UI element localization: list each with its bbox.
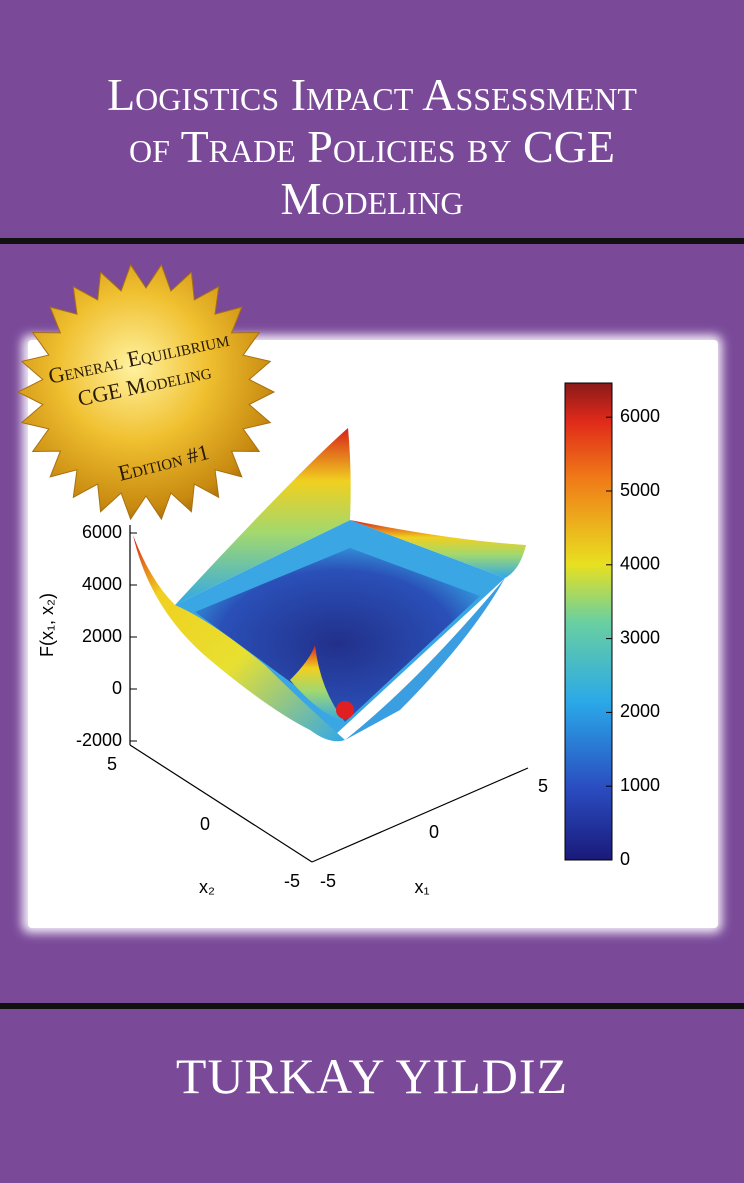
author: TURKAY YILDIZ — [176, 1048, 568, 1104]
z-axis-label: F(x₁, x₂) — [37, 593, 57, 657]
badge-seal — [16, 263, 276, 521]
axis-line — [129, 744, 313, 863]
x1-axis-label: x₁ — [414, 877, 429, 897]
title-line: Modeling — [280, 173, 463, 224]
badge: General Equilibrium CGE Modeling Edition… — [16, 263, 276, 521]
colorbar-tick-label: 1000 — [620, 775, 660, 795]
title-line: Logistics Impact Assessment — [107, 69, 637, 120]
surface-edge — [350, 520, 526, 578]
surface-edge — [175, 428, 351, 605]
colorbar-tick-label: 2000 — [620, 701, 660, 721]
z-tick-label: 6000 — [82, 522, 122, 542]
colorbar-tick-label: 4000 — [620, 554, 660, 574]
z-tick-label: -2000 — [76, 730, 122, 750]
colorbar — [564, 382, 613, 861]
surface-basin — [195, 548, 480, 722]
divider — [0, 238, 744, 244]
z-tick-label: 0 — [112, 678, 122, 698]
z-tick-label: 4000 — [82, 574, 122, 594]
z-tick-label: 2000 — [82, 626, 122, 646]
axis-line — [311, 767, 529, 863]
title-line: of Trade Policies by CGE — [129, 121, 615, 172]
colorbar-tick-label: 0 — [620, 849, 630, 869]
x1-tick-label: -5 — [320, 871, 336, 891]
x1-tick-label: 5 — [538, 776, 548, 796]
x1-tick-label: 0 — [429, 822, 439, 842]
x2-tick-label: 5 — [107, 754, 117, 774]
minimum-point — [336, 701, 354, 719]
x2-tick-label: -5 — [284, 871, 300, 891]
colorbar-tick-label: 5000 — [620, 480, 660, 500]
colorbar-tick-label: 6000 — [620, 406, 660, 426]
divider — [0, 1003, 744, 1009]
x2-tick-label: 0 — [200, 814, 210, 834]
surface-plot: 6000 4000 2000 0 -2000 F(x₁, x₂) 5 0 -5 x₂ -5 0 5 x₁ 0… — [37, 382, 660, 897]
x2-axis-label: x₂ — [199, 877, 215, 897]
colorbar-tick-label: 3000 — [620, 627, 660, 647]
surface-edge — [290, 645, 345, 722]
